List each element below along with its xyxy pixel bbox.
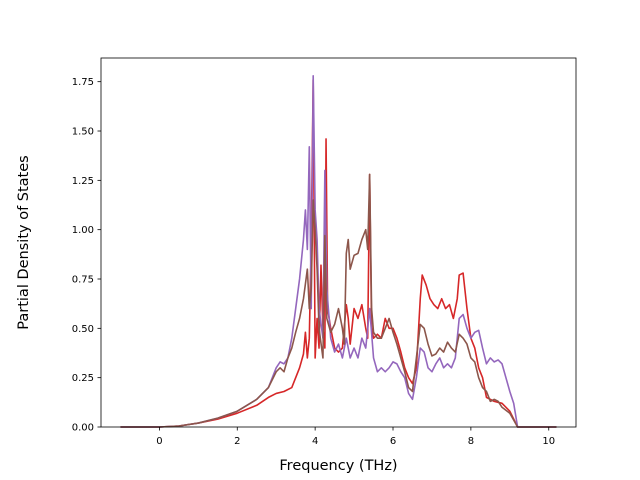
plot-area-frame	[100, 57, 577, 428]
series-line-1	[120, 78, 557, 428]
x-tick-label: 0	[156, 436, 162, 447]
x-tick-label: 4	[312, 436, 318, 447]
x-tick-label: 2	[234, 436, 240, 447]
y-tick-label: 1.50	[72, 127, 94, 138]
y-tick-label: 0.50	[72, 324, 94, 335]
series-layer	[120, 74, 557, 428]
y-tick-label: 0.25	[72, 373, 94, 384]
x-axis-ticks: 0 2 4 6 8 10	[156, 427, 555, 447]
x-tick-label: 10	[542, 436, 555, 447]
y-axis-label: Partial Density of States	[16, 155, 32, 329]
y-tick-label: 0.75	[72, 275, 94, 286]
y-tick-label: 1.00	[72, 225, 94, 236]
x-tick-label: 6	[390, 436, 396, 447]
x-tick-label: 8	[468, 436, 474, 447]
y-tick-label: 1.25	[72, 176, 94, 187]
y-tick-label: 1.75	[72, 77, 94, 88]
series-line-2	[120, 74, 557, 428]
x-axis-label: Frequency (THz)	[279, 458, 397, 474]
y-axis-ticks: 0.00 0.25 0.50 0.75 1.00 1.25 1.50 1.75	[72, 77, 101, 434]
y-tick-label: 0.00	[72, 423, 94, 434]
series-line-3	[120, 173, 557, 428]
